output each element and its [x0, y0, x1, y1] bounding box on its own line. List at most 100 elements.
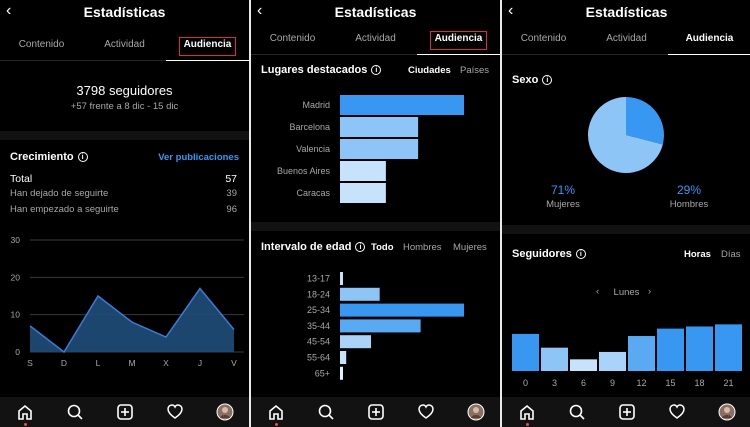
followers-title: Seguidores i [512, 248, 586, 260]
sex-title: Sexo i [512, 74, 553, 86]
home-icon[interactable] [267, 403, 285, 421]
age-bar-chart: 13-17 18-24 25-34 35-44 45-54 55-64 65+ [307, 272, 464, 380]
new-post-icon[interactable] [618, 403, 636, 421]
tab-actividad[interactable]: Actividad [104, 39, 145, 50]
option-cities[interactable]: Ciudades [408, 65, 451, 76]
x-tick-label: M [128, 358, 135, 368]
info-icon[interactable]: i [575, 249, 586, 259]
back-arrow-icon[interactable]: ‹ [257, 2, 263, 19]
profile-avatar[interactable] [467, 403, 485, 421]
x-tick-label: 6 [581, 378, 586, 388]
top-bar: ‹ Estadísticas [502, 0, 750, 24]
view-posts-link[interactable]: Ver publicaciones [158, 152, 239, 163]
audience-panel-sex-followers: ‹ Estadísticas Contenido Actividad Audie… [502, 0, 750, 427]
bar [686, 326, 713, 371]
bar [340, 272, 343, 285]
bar [340, 161, 386, 181]
new-post-icon[interactable] [116, 403, 134, 421]
pie-slice [626, 97, 664, 145]
heart-icon[interactable] [668, 403, 686, 421]
places-bar-chart: Madrid Barcelona Valencia Buenos Aires Carac… [277, 95, 464, 203]
home-icon[interactable] [518, 403, 536, 421]
back-arrow-icon[interactable]: ‹ [508, 2, 514, 19]
search-icon[interactable] [66, 403, 84, 421]
notification-dot [24, 423, 27, 426]
bar [340, 351, 347, 364]
tab-actividad[interactable]: Actividad [606, 33, 647, 44]
sex-pie-chart [588, 97, 664, 173]
info-icon[interactable]: i [371, 65, 382, 75]
tab-contenido[interactable]: Contenido [520, 33, 567, 44]
area-fill [30, 288, 234, 352]
bar-label: Madrid [302, 100, 330, 110]
bar [599, 351, 626, 371]
hours-bar-chart: 0 3 6 9 12 15 18 21 [512, 324, 742, 388]
info-icon[interactable]: i [355, 242, 366, 252]
bar [340, 303, 464, 317]
info-icon[interactable]: i [542, 75, 553, 85]
x-tick-label: 15 [665, 378, 675, 388]
active-tab-underline [417, 54, 500, 55]
option-all[interactable]: Todo [371, 242, 394, 253]
bottom-nav [251, 397, 500, 427]
x-tick-label: 3 [552, 378, 557, 388]
bar [340, 95, 464, 115]
x-tick-label: 9 [610, 378, 615, 388]
section-divider [251, 222, 500, 231]
men-label: Hombres [669, 199, 709, 210]
option-men[interactable]: Hombres [403, 242, 442, 253]
x-tick-label: D [61, 358, 67, 368]
followers-change: +57 frente a 8 dic - 15 dic [70, 101, 179, 112]
tab-actividad[interactable]: Actividad [355, 33, 396, 44]
tab-contenido[interactable]: Contenido [18, 39, 65, 50]
x-tick-label: L [96, 358, 101, 368]
growth-title: Crecimiento i [10, 151, 88, 163]
info-icon[interactable]: i [77, 152, 88, 162]
area-line [29, 287, 235, 354]
bar [541, 347, 568, 371]
option-hours[interactable]: Horas [684, 249, 711, 260]
back-arrow-icon[interactable]: ‹ [6, 2, 12, 19]
x-tick-label: 0 [523, 378, 528, 388]
bar [340, 287, 380, 301]
tab-bar: Contenido Actividad Audiencia [0, 31, 249, 61]
x-tick-label: 12 [636, 378, 646, 388]
tab-audiencia[interactable]: Audiencia [685, 33, 734, 44]
bar-label: 35-44 [307, 321, 330, 331]
women-percent: 71% [550, 183, 576, 197]
men-percent: 29% [676, 183, 702, 197]
tab-audiencia[interactable]: Audiencia [183, 39, 232, 50]
y-tick-label: 10 [11, 310, 21, 320]
profile-avatar[interactable] [216, 403, 234, 421]
bar [512, 333, 539, 371]
option-days[interactable]: Días [721, 249, 741, 260]
search-icon[interactable] [568, 403, 586, 421]
x-tick-label: S [27, 358, 33, 368]
bar [340, 117, 419, 137]
option-countries[interactable]: Países [460, 65, 490, 76]
option-women[interactable]: Mujeres [453, 242, 487, 253]
y-tick-label: 20 [11, 272, 21, 282]
heart-icon[interactable] [166, 403, 184, 421]
notification-dot [275, 423, 278, 426]
bar [657, 328, 684, 371]
bar-label: Valencia [296, 144, 330, 154]
bar [628, 336, 655, 371]
bar-label: Barcelona [289, 122, 330, 132]
bottom-nav [502, 397, 750, 427]
tab-audiencia[interactable]: Audiencia [434, 33, 483, 44]
top-bar: ‹ Estadísticas [0, 0, 249, 24]
new-post-icon[interactable] [367, 403, 385, 421]
bar-label: 13-17 [307, 274, 330, 284]
search-icon[interactable] [317, 403, 335, 421]
heart-icon[interactable] [417, 403, 435, 421]
profile-avatar[interactable] [718, 403, 736, 421]
prev-day-icon[interactable]: ‹ [596, 286, 600, 297]
next-day-icon[interactable]: › [648, 286, 652, 297]
home-icon[interactable] [16, 403, 34, 421]
tab-bar: Contenido Actividad Audiencia [251, 25, 500, 55]
bar-label: Buenos Aires [277, 166, 331, 176]
y-tick-label: 0 [15, 347, 20, 357]
places-title: Lugares destacados i [261, 64, 382, 76]
tab-contenido[interactable]: Contenido [269, 33, 316, 44]
